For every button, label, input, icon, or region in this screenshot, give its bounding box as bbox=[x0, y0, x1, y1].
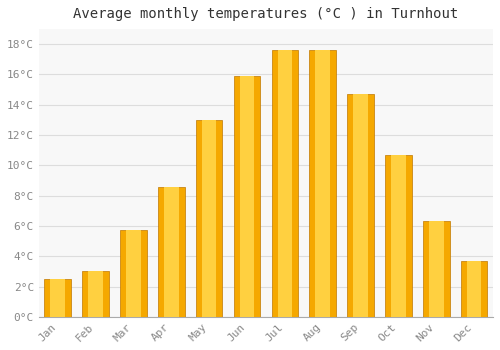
Bar bbox=[354, 94, 368, 317]
Bar bbox=[278, 50, 292, 317]
Bar bbox=[385, 155, 411, 317]
Bar bbox=[461, 261, 487, 317]
Bar bbox=[82, 271, 109, 317]
Bar bbox=[164, 187, 178, 317]
Bar bbox=[467, 261, 481, 317]
Title: Average monthly temperatures (°C ) in Turnhout: Average monthly temperatures (°C ) in Tu… bbox=[74, 7, 458, 21]
Bar bbox=[310, 50, 336, 317]
Bar bbox=[429, 222, 444, 317]
Bar bbox=[50, 279, 65, 317]
Bar bbox=[202, 120, 216, 317]
Bar bbox=[196, 120, 222, 317]
Bar bbox=[44, 279, 71, 317]
Bar bbox=[126, 231, 140, 317]
Bar bbox=[158, 187, 184, 317]
Bar bbox=[348, 94, 374, 317]
Bar bbox=[240, 76, 254, 317]
Bar bbox=[234, 76, 260, 317]
Bar bbox=[423, 222, 450, 317]
Bar bbox=[120, 231, 146, 317]
Bar bbox=[391, 155, 406, 317]
Bar bbox=[88, 271, 103, 317]
Bar bbox=[316, 50, 330, 317]
Bar bbox=[272, 50, 298, 317]
